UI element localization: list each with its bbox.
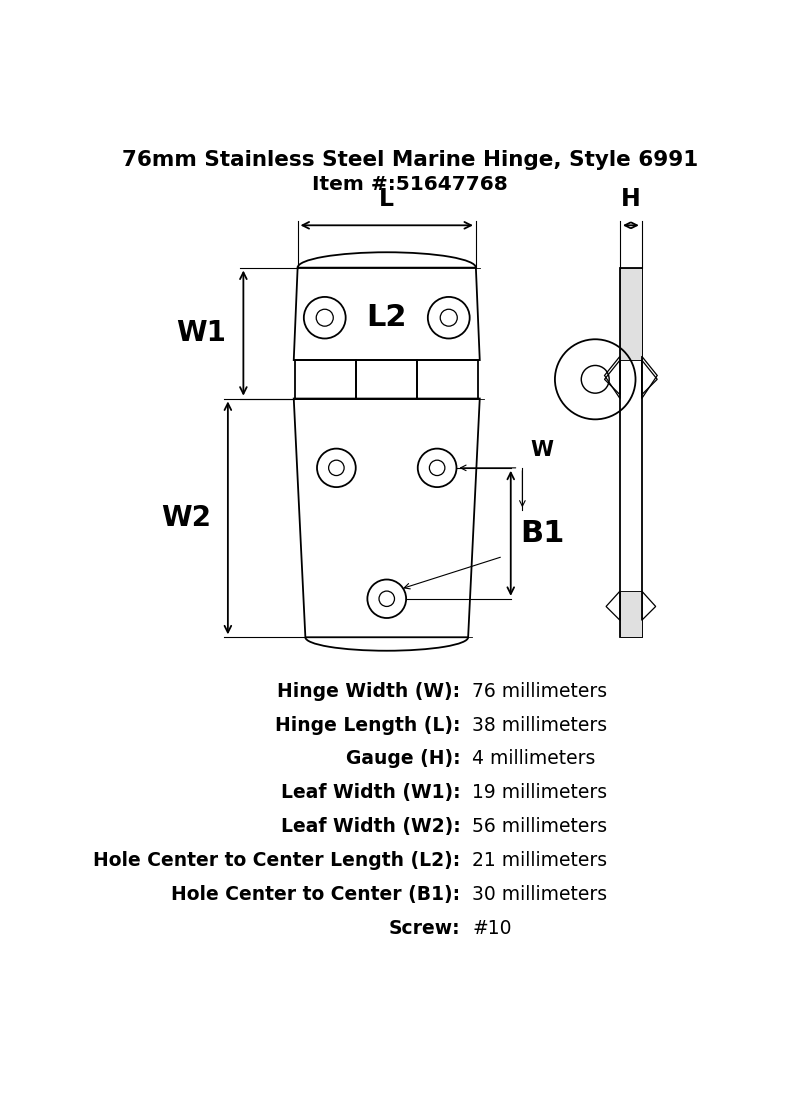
Text: L2: L2 xyxy=(366,303,407,332)
Text: 38 millimeters: 38 millimeters xyxy=(472,715,607,734)
Bar xyxy=(295,360,356,399)
Text: W1: W1 xyxy=(177,319,226,348)
Bar xyxy=(620,592,642,637)
Text: Screw:: Screw: xyxy=(389,919,460,938)
Text: 76 millimeters: 76 millimeters xyxy=(472,682,607,701)
Text: #10: #10 xyxy=(472,919,511,938)
Text: Item #:51647768: Item #:51647768 xyxy=(312,175,508,194)
Text: 21 millimeters: 21 millimeters xyxy=(472,851,607,870)
Text: W: W xyxy=(530,440,553,460)
Bar xyxy=(356,360,418,399)
Text: Leaf Width (W1):: Leaf Width (W1): xyxy=(281,783,460,802)
Text: L: L xyxy=(379,187,394,212)
Text: 19 millimeters: 19 millimeters xyxy=(472,783,607,802)
Text: 76mm Stainless Steel Marine Hinge, Style 6991: 76mm Stainless Steel Marine Hinge, Style… xyxy=(122,150,698,169)
Bar xyxy=(418,360,478,399)
Text: Hole Center to Center Length (L2):: Hole Center to Center Length (L2): xyxy=(93,851,460,870)
Text: Leaf Width (W2):: Leaf Width (W2): xyxy=(281,818,460,837)
Text: Hole Center to Center (B1):: Hole Center to Center (B1): xyxy=(171,885,460,903)
Text: 56 millimeters: 56 millimeters xyxy=(472,818,607,837)
Text: Hinge Width (W):: Hinge Width (W): xyxy=(278,682,460,701)
Text: H: H xyxy=(621,187,641,212)
Text: Gauge (H):: Gauge (H): xyxy=(346,750,460,769)
Text: W2: W2 xyxy=(161,504,211,531)
Bar xyxy=(620,267,642,360)
Text: Hinge Length (L):: Hinge Length (L): xyxy=(275,715,460,734)
Text: B1: B1 xyxy=(520,519,565,548)
Text: 30 millimeters: 30 millimeters xyxy=(472,885,607,903)
Text: 4 millimeters: 4 millimeters xyxy=(472,750,595,769)
Bar xyxy=(620,267,642,637)
